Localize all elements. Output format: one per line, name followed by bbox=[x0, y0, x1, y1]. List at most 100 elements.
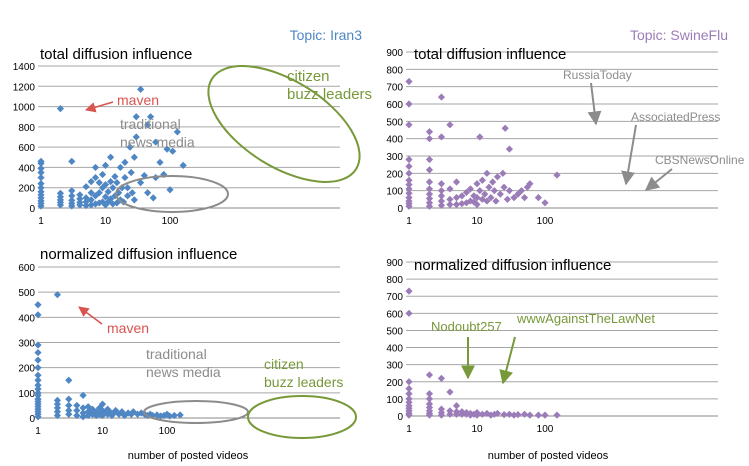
data-point bbox=[34, 356, 42, 364]
y-tick-label: 200 bbox=[386, 169, 403, 180]
y-tick-label: 0 bbox=[397, 412, 403, 423]
data-point bbox=[37, 188, 45, 196]
data-point bbox=[152, 138, 160, 146]
x-tick-label: 100 bbox=[162, 216, 179, 227]
data-point bbox=[37, 180, 45, 188]
data-point bbox=[53, 411, 62, 420]
y-tick-label: 1400 bbox=[13, 62, 36, 73]
data-point bbox=[68, 187, 76, 195]
data-point bbox=[34, 341, 42, 349]
maven-arrow bbox=[84, 101, 114, 113]
y-tick-label: 1000 bbox=[13, 103, 36, 114]
data-point bbox=[473, 200, 481, 209]
data-point bbox=[113, 179, 121, 187]
data-point bbox=[437, 133, 446, 141]
swineflu-normalized-chart: 0 100 200 300 400 500 600 700 800 900 1 10 100 norm… bbox=[386, 257, 718, 462]
data-point bbox=[473, 194, 481, 202]
data-point bbox=[53, 396, 62, 404]
data-point bbox=[500, 183, 508, 191]
data-point bbox=[425, 166, 434, 174]
data-point bbox=[95, 179, 103, 187]
data-point bbox=[123, 192, 132, 200]
maven-label: maven bbox=[117, 92, 159, 108]
topic-label: Topic: Iran3 bbox=[290, 27, 363, 43]
maven-arrow bbox=[78, 306, 103, 325]
data-point bbox=[505, 410, 514, 418]
x-tick-label: 100 bbox=[537, 424, 554, 435]
media-label-line1: traditional bbox=[120, 116, 181, 132]
data-point bbox=[405, 77, 413, 86]
data-point bbox=[490, 410, 498, 418]
data-point bbox=[487, 411, 495, 419]
data-point bbox=[136, 85, 145, 93]
data-point bbox=[136, 179, 145, 187]
data-point bbox=[489, 178, 497, 186]
data-point bbox=[157, 412, 165, 420]
russiatoday-arrow bbox=[587, 82, 602, 126]
y-axis: 0 200 400 600 800 1000 1200 1400 bbox=[13, 62, 36, 215]
data-point bbox=[107, 195, 115, 203]
data-point bbox=[446, 407, 454, 415]
cbsnewsonline-label: CBSNewsOnline bbox=[655, 153, 745, 167]
data-point bbox=[111, 172, 119, 181]
x-tick-label: 1 bbox=[35, 426, 41, 437]
data-point bbox=[53, 400, 62, 408]
data-point bbox=[405, 390, 413, 398]
data-point bbox=[144, 189, 152, 197]
data-point bbox=[514, 411, 522, 419]
x-axis: 1 10 100 bbox=[406, 424, 554, 435]
data-point bbox=[130, 153, 138, 161]
data-point bbox=[37, 184, 45, 192]
data-point bbox=[65, 410, 73, 418]
data-point bbox=[163, 145, 171, 153]
data-point bbox=[405, 169, 413, 177]
chart-title: total diffusion influence bbox=[40, 46, 192, 63]
data-point bbox=[112, 406, 120, 415]
data-point bbox=[34, 381, 42, 389]
data-point bbox=[34, 301, 42, 309]
data-point bbox=[425, 128, 434, 136]
data-points bbox=[405, 77, 561, 210]
data-point bbox=[476, 187, 484, 195]
data-point bbox=[466, 409, 475, 418]
data-point bbox=[483, 169, 491, 177]
data-point bbox=[76, 191, 84, 199]
media-label-line2: news media bbox=[146, 364, 221, 380]
data-point bbox=[87, 189, 95, 197]
citizen-ellipse bbox=[247, 395, 357, 439]
y-tick-label: 700 bbox=[386, 83, 403, 94]
data-point bbox=[405, 189, 413, 197]
data-point bbox=[146, 113, 155, 121]
data-point bbox=[446, 185, 454, 193]
data-point bbox=[493, 409, 502, 418]
data-point bbox=[101, 193, 110, 201]
data-point bbox=[446, 195, 454, 203]
data-point bbox=[116, 163, 124, 172]
data-point bbox=[492, 197, 500, 205]
data-point bbox=[534, 194, 543, 202]
data-point bbox=[133, 410, 142, 418]
citizen-ellipse bbox=[207, 65, 361, 183]
data-point bbox=[425, 135, 434, 143]
y-tick-label: 800 bbox=[18, 123, 35, 134]
data-point bbox=[88, 410, 97, 418]
data-point bbox=[68, 157, 76, 165]
data-point bbox=[87, 178, 95, 186]
citizen-label-line2: buzz leaders bbox=[287, 86, 372, 103]
data-point bbox=[473, 408, 481, 417]
data-point bbox=[68, 192, 76, 200]
data-point bbox=[176, 411, 184, 419]
data-point bbox=[493, 173, 502, 181]
data-point bbox=[128, 189, 136, 197]
data-point bbox=[405, 395, 413, 403]
data-point bbox=[553, 411, 561, 419]
data-point bbox=[170, 411, 178, 420]
y-tick-label: 400 bbox=[386, 135, 403, 146]
data-point bbox=[405, 176, 413, 184]
x-axis: 1 10 100 bbox=[38, 216, 179, 227]
data-point bbox=[91, 173, 100, 182]
data-point bbox=[166, 412, 174, 420]
y-tick-label: 400 bbox=[18, 163, 35, 174]
data-point bbox=[425, 194, 434, 203]
data-point bbox=[163, 410, 171, 418]
